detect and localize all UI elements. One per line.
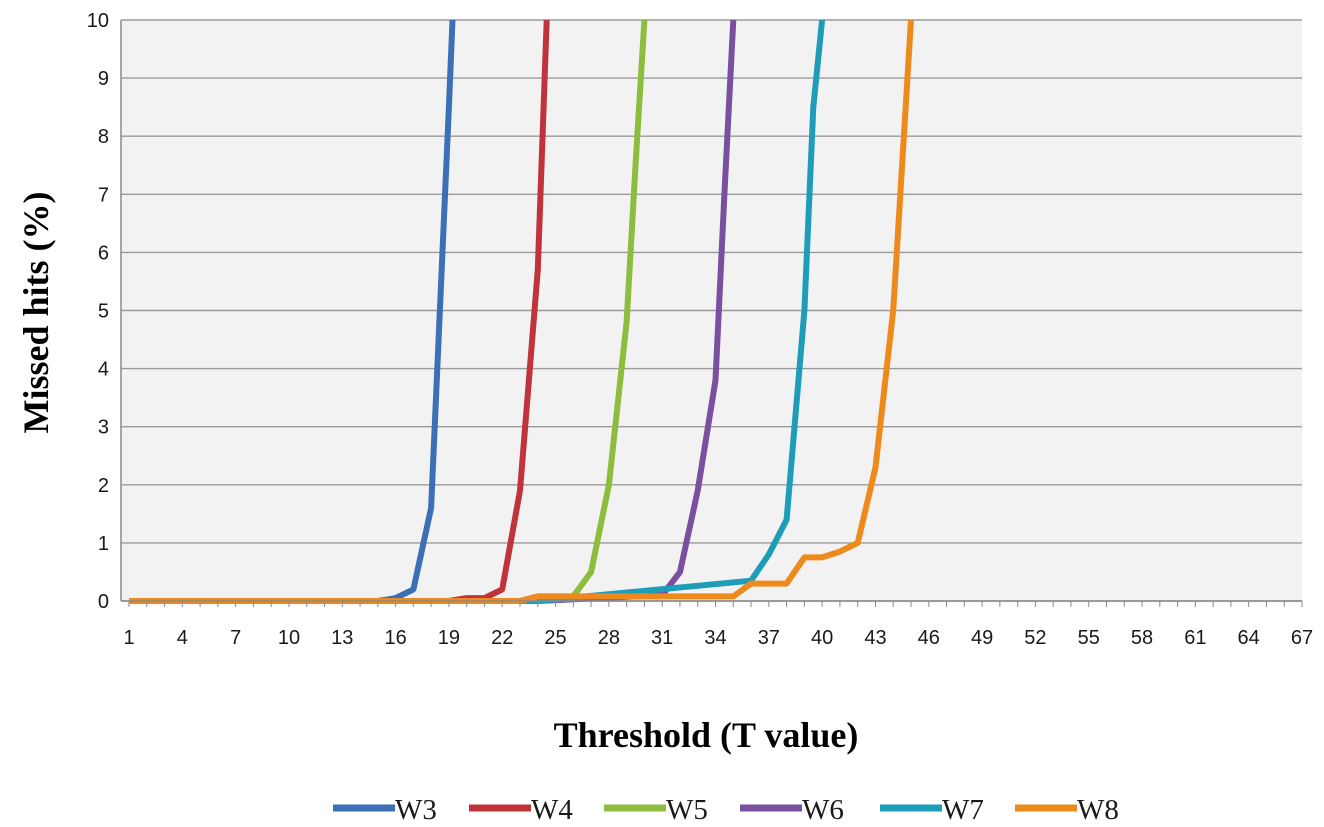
y-tick-label: 9 — [98, 68, 109, 90]
x-tick-label: 46 — [918, 627, 940, 649]
y-tick-label: 1 — [98, 533, 109, 555]
x-tick-label: 67 — [1291, 627, 1313, 649]
y-tick-labels: 0 1 2 3 4 5 6 7 8 9 10 — [87, 10, 109, 613]
y-tick-label: 3 — [98, 417, 109, 439]
x-tick-label: 43 — [864, 627, 886, 649]
y-tick-label: 4 — [98, 359, 109, 381]
y-tick-label: 2 — [98, 475, 109, 497]
y-tick-label: 7 — [98, 184, 109, 206]
y-tick-label: 5 — [98, 301, 109, 323]
x-tick-label: 7 — [230, 627, 241, 649]
x-tick-label: 55 — [1078, 627, 1100, 649]
x-tick-label: 64 — [1238, 627, 1260, 649]
axes — [120, 20, 1303, 607]
gridlines — [121, 19, 1302, 602]
legend-label-w7: W7 — [942, 794, 984, 826]
series-line-w8 — [129, 19, 914, 604]
y-tick-label: 10 — [87, 10, 109, 32]
x-tick-labels: 1 4 7 10 13 16 19 22 25 28 31 34 37 40 43 46 49 52 55 58 61 6… — [123, 627, 1313, 649]
x-tick-label: 28 — [598, 627, 620, 649]
x-tick-label: 10 — [278, 627, 300, 649]
x-tick-label: 34 — [704, 627, 726, 649]
x-tick-label: 40 — [811, 627, 833, 649]
x-tick-label: 37 — [758, 627, 780, 649]
legend-label-w4: W4 — [531, 794, 573, 826]
x-axis-title: Threshold (T value) — [554, 715, 859, 755]
legend: W3 W4 W5 W6 W7 W8 — [333, 794, 1119, 826]
legend-label-w6: W6 — [802, 794, 844, 826]
y-tick-label: 0 — [98, 591, 109, 613]
y-tick-label: 8 — [98, 126, 109, 148]
x-tick-label: 58 — [1131, 627, 1153, 649]
x-tick-label: 13 — [331, 627, 353, 649]
series-lines — [129, 19, 914, 604]
x-tick-label: 49 — [971, 627, 993, 649]
x-tick-label: 31 — [651, 627, 673, 649]
legend-label-w8: W8 — [1077, 794, 1119, 826]
x-tick-label: 52 — [1024, 627, 1046, 649]
y-tick-label: 6 — [98, 242, 109, 264]
x-tick-label: 19 — [438, 627, 460, 649]
x-tick-label: 1 — [123, 627, 134, 649]
x-tick-label: 61 — [1184, 627, 1206, 649]
x-tick-label: 25 — [544, 627, 566, 649]
x-tick-label: 22 — [491, 627, 513, 649]
x-tick-label: 16 — [384, 627, 406, 649]
y-axis-title: Missed hits (%) — [16, 192, 56, 434]
x-tick-label: 4 — [177, 627, 188, 649]
legend-label-w3: W3 — [395, 794, 437, 826]
legend-label-w5: W5 — [666, 794, 708, 826]
